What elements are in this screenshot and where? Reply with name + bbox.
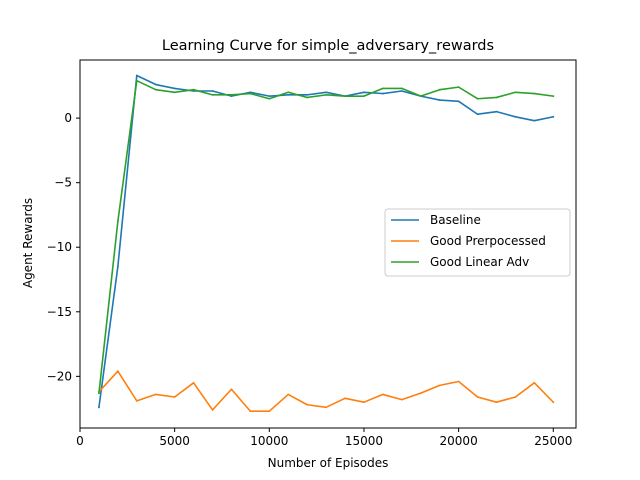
y-tick-label: −5 bbox=[54, 176, 72, 190]
data-point-baseline bbox=[287, 93, 290, 96]
data-point-good-prerpocessed bbox=[230, 388, 233, 391]
x-tick-label: 25000 bbox=[534, 434, 572, 448]
data-point-good-prerpocessed bbox=[268, 410, 271, 413]
data-point-good-linear-adv bbox=[249, 92, 252, 95]
legend-label-good-linear-adv: Good Linear Adv bbox=[430, 255, 529, 269]
data-point-baseline bbox=[438, 99, 441, 101]
chart-title: Learning Curve for simple_adversary_rewa… bbox=[162, 38, 494, 54]
data-point-baseline bbox=[325, 91, 328, 94]
data-point-good-prerpocessed bbox=[192, 381, 195, 384]
x-tick-label: 10000 bbox=[250, 434, 288, 448]
data-point-baseline bbox=[476, 113, 479, 116]
data-point-good-linear-adv bbox=[514, 91, 517, 94]
data-point-good-linear-adv bbox=[154, 88, 157, 91]
data-point-baseline bbox=[211, 90, 214, 92]
data-point-baseline bbox=[249, 91, 252, 94]
data-point-good-prerpocessed bbox=[116, 370, 119, 373]
data-point-good-linear-adv bbox=[230, 93, 233, 96]
data-point-good-linear-adv bbox=[344, 95, 346, 98]
data-point-good-prerpocessed bbox=[438, 384, 441, 387]
data-point-good-linear-adv bbox=[116, 220, 119, 223]
data-point-baseline bbox=[116, 265, 119, 268]
data-point-good-linear-adv bbox=[268, 97, 271, 100]
data-point-good-prerpocessed bbox=[325, 406, 328, 409]
data-point-good-prerpocessed bbox=[306, 403, 309, 406]
plot-frame bbox=[79, 59, 577, 429]
data-point-baseline bbox=[495, 110, 498, 113]
data-point-good-prerpocessed bbox=[135, 399, 138, 402]
data-point-good-linear-adv bbox=[495, 96, 498, 99]
data-point-good-prerpocessed bbox=[382, 393, 384, 396]
data-point-good-prerpocessed bbox=[211, 409, 214, 411]
x-tick-label: 5000 bbox=[159, 434, 190, 448]
data-point-good-linear-adv bbox=[476, 97, 479, 100]
data-point-good-prerpocessed bbox=[363, 401, 365, 404]
data-point-good-prerpocessed bbox=[514, 396, 517, 398]
data-point-baseline bbox=[533, 119, 536, 122]
data-point-good-prerpocessed bbox=[552, 401, 555, 404]
x-axis-label: Number of Episodes bbox=[268, 456, 389, 470]
legend-label-baseline: Baseline bbox=[430, 213, 481, 227]
data-point-good-prerpocessed bbox=[154, 393, 157, 396]
data-point-good-prerpocessed bbox=[173, 396, 176, 398]
data-point-good-prerpocessed bbox=[457, 380, 460, 383]
data-point-good-prerpocessed bbox=[476, 396, 479, 398]
data-point-good-linear-adv bbox=[173, 91, 176, 94]
data-point-good-linear-adv bbox=[135, 79, 138, 82]
data-point-good-linear-adv bbox=[552, 95, 555, 98]
data-point-good-linear-adv bbox=[98, 392, 100, 395]
data-point-good-linear-adv bbox=[457, 86, 460, 89]
data-point-baseline bbox=[154, 83, 157, 86]
data-point-good-prerpocessed bbox=[495, 401, 498, 404]
data-point-baseline bbox=[514, 115, 517, 118]
data-point-good-prerpocessed bbox=[400, 398, 403, 401]
x-tick-label: 20000 bbox=[440, 434, 478, 448]
data-point-good-prerpocessed bbox=[287, 393, 290, 396]
data-point-baseline bbox=[363, 91, 365, 94]
data-point-baseline bbox=[98, 406, 100, 409]
y-tick-label: 0 bbox=[64, 111, 72, 125]
data-point-good-linear-adv bbox=[211, 93, 214, 96]
data-point-good-linear-adv bbox=[325, 93, 328, 96]
data-point-baseline bbox=[173, 87, 176, 90]
data-point-good-prerpocessed bbox=[249, 410, 252, 413]
data-point-baseline bbox=[268, 95, 271, 98]
y-tick-label: −10 bbox=[47, 240, 72, 254]
y-axis: −20 −15 −10 −5 0 bbox=[47, 111, 80, 383]
data-point-baseline bbox=[306, 93, 309, 96]
x-tick-label: 0 bbox=[76, 434, 84, 448]
data-point-good-prerpocessed bbox=[533, 381, 536, 384]
data-point-baseline bbox=[400, 90, 403, 92]
data-point-good-linear-adv bbox=[382, 87, 384, 90]
data-point-good-prerpocessed bbox=[344, 397, 346, 400]
series-layer bbox=[97, 74, 555, 413]
y-tick-label: −20 bbox=[47, 369, 72, 383]
data-point-good-linear-adv bbox=[438, 88, 441, 91]
legend: Baseline Good Prerpocessed Good Linear Adv bbox=[384, 208, 571, 277]
data-point-good-linear-adv bbox=[192, 88, 195, 91]
data-point-good-linear-adv bbox=[533, 92, 536, 95]
x-tick-label: 15000 bbox=[345, 434, 383, 448]
legend-label-good-prerpocessed: Good Prerpocessed bbox=[430, 234, 546, 248]
data-point-baseline bbox=[135, 74, 138, 77]
data-point-baseline bbox=[457, 100, 460, 103]
x-axis: 0 5000 10000 15000 20000 25000 bbox=[76, 428, 572, 448]
data-point-baseline bbox=[382, 92, 384, 95]
data-point-good-linear-adv bbox=[400, 87, 403, 90]
data-point-baseline bbox=[552, 115, 555, 118]
y-tick-label: −15 bbox=[47, 305, 72, 319]
y-axis-label: Agent Rewards bbox=[21, 198, 35, 288]
data-point-good-linear-adv bbox=[306, 96, 309, 99]
data-point-good-prerpocessed bbox=[419, 392, 422, 395]
legend-frame bbox=[384, 208, 571, 277]
data-point-good-linear-adv bbox=[419, 95, 422, 98]
data-point-good-linear-adv bbox=[287, 91, 290, 94]
data-point-good-linear-adv bbox=[363, 95, 365, 98]
data-point-baseline bbox=[230, 95, 233, 98]
